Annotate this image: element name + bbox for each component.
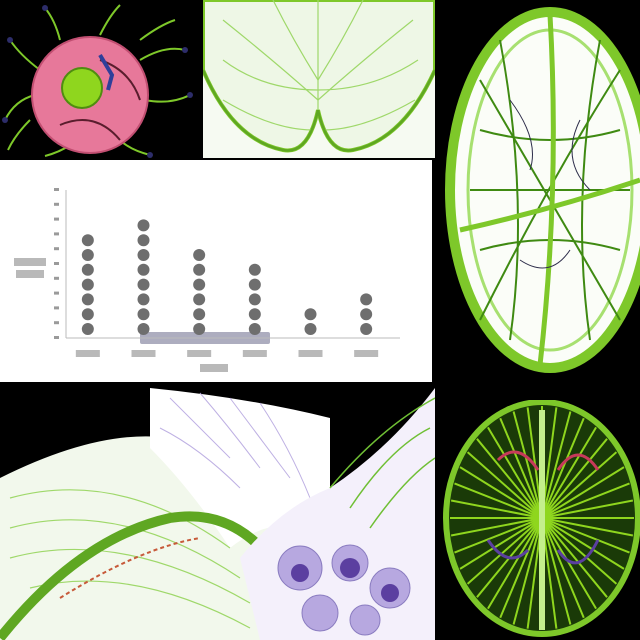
vein-spoke bbox=[541, 517, 597, 610]
vein-spoke bbox=[450, 499, 543, 519]
dot-mark bbox=[81, 308, 94, 321]
dot-mark bbox=[137, 278, 150, 291]
vein-spoke bbox=[541, 517, 585, 619]
dot-mark bbox=[304, 308, 317, 321]
cell-illustration-icon bbox=[2, 4, 193, 158]
y-tick-mark bbox=[54, 276, 59, 280]
dot-mark bbox=[248, 323, 261, 335]
x-tick-label bbox=[187, 350, 212, 357]
dot-mark bbox=[81, 263, 94, 276]
dot-mark bbox=[193, 308, 206, 321]
dot-mark bbox=[81, 323, 94, 335]
vein-spoke bbox=[512, 411, 543, 519]
x-tick-label bbox=[131, 350, 156, 357]
dot-mark bbox=[81, 234, 94, 247]
dot-mark bbox=[193, 278, 206, 291]
vein-spoke bbox=[541, 438, 608, 519]
dot-mark bbox=[193, 249, 206, 261]
vein-spoke bbox=[476, 438, 543, 519]
dot-mark bbox=[81, 293, 94, 306]
dot-mark bbox=[360, 308, 373, 321]
lavender-cell-cluster-icon bbox=[240, 388, 435, 640]
dot-mark bbox=[137, 249, 150, 261]
vein-spoke bbox=[450, 517, 543, 537]
dot-chart bbox=[14, 188, 400, 372]
y-tick-mark bbox=[54, 232, 59, 236]
y-tick-mark bbox=[54, 262, 59, 265]
radial-disc-panel bbox=[438, 400, 640, 640]
dot-mark bbox=[193, 323, 206, 335]
vein-spoke bbox=[454, 517, 543, 554]
oval-vein-panel bbox=[440, 0, 640, 385]
dot-mark bbox=[304, 323, 317, 335]
vein-spoke bbox=[541, 417, 585, 519]
y-tick-mark bbox=[54, 247, 59, 251]
y-tick-mark bbox=[54, 217, 59, 221]
y-tick-mark bbox=[54, 321, 59, 325]
dot-mark bbox=[193, 293, 206, 306]
y-axis-label-smudge bbox=[14, 258, 46, 266]
dot-mark bbox=[81, 249, 94, 261]
cell-illustration-panel bbox=[0, 0, 200, 158]
dot-mark bbox=[81, 278, 94, 291]
x-tick-label bbox=[75, 350, 100, 357]
vein-spoke bbox=[541, 466, 625, 519]
oval-vein-network-icon bbox=[445, 7, 640, 373]
vein-spoke bbox=[512, 517, 543, 625]
dot-mark bbox=[248, 263, 261, 276]
vein-spoke bbox=[541, 411, 572, 519]
vein-spoke bbox=[459, 517, 543, 570]
vein-spoke bbox=[454, 482, 543, 519]
dot-mark bbox=[137, 293, 150, 306]
vein-spoke bbox=[541, 517, 630, 554]
vein-spoke bbox=[487, 426, 543, 519]
dot-mark bbox=[248, 308, 261, 321]
vein-spoke bbox=[541, 451, 618, 519]
x-tick-label bbox=[242, 350, 267, 357]
vein-spoke bbox=[541, 517, 634, 537]
vein-spoke bbox=[541, 482, 630, 519]
radial-vein-disc-icon bbox=[443, 400, 640, 637]
vein-spoke bbox=[459, 466, 543, 519]
y-ticks bbox=[54, 188, 59, 339]
vein-spoke bbox=[541, 517, 572, 625]
vein-spoke bbox=[499, 517, 543, 619]
vein-spoke bbox=[466, 451, 543, 519]
vein-spoke bbox=[541, 426, 597, 519]
dot-mark bbox=[248, 278, 261, 291]
vein-spoke bbox=[466, 517, 543, 585]
dot-mark bbox=[137, 308, 150, 321]
vein-spoke bbox=[499, 417, 543, 519]
y-tick-mark bbox=[54, 188, 59, 191]
dot-mark bbox=[360, 323, 373, 335]
vein-spoke bbox=[541, 517, 625, 570]
x-axis-label-smudge bbox=[200, 364, 228, 372]
dot-mark bbox=[248, 293, 261, 306]
dot-mark bbox=[137, 323, 150, 335]
vein-spoke bbox=[541, 499, 634, 519]
y-tick-mark bbox=[54, 291, 59, 295]
y-tick-mark bbox=[54, 306, 59, 310]
chart-marks bbox=[81, 219, 373, 335]
chart-panel bbox=[0, 160, 432, 382]
dot-mark bbox=[137, 263, 150, 276]
vein-spoke bbox=[541, 517, 618, 585]
y-tick-mark bbox=[54, 202, 59, 206]
dot-mark bbox=[137, 219, 150, 232]
y-tick-mark bbox=[54, 336, 59, 339]
leaf-vascular-tissue-icon bbox=[203, 0, 435, 153]
x-tick-label bbox=[354, 350, 379, 357]
x-ticks bbox=[75, 350, 379, 357]
x-tick-label bbox=[298, 350, 323, 357]
dot-mark bbox=[137, 234, 150, 247]
leaf-tissue-panel bbox=[203, 0, 435, 158]
dot-mark bbox=[193, 263, 206, 276]
y-axis-label-smudge-2 bbox=[16, 270, 44, 278]
dot-mark bbox=[360, 293, 373, 306]
vein-spoke bbox=[541, 517, 608, 598]
vein-spoke bbox=[487, 517, 543, 610]
lavender-cell-panel bbox=[240, 388, 435, 640]
